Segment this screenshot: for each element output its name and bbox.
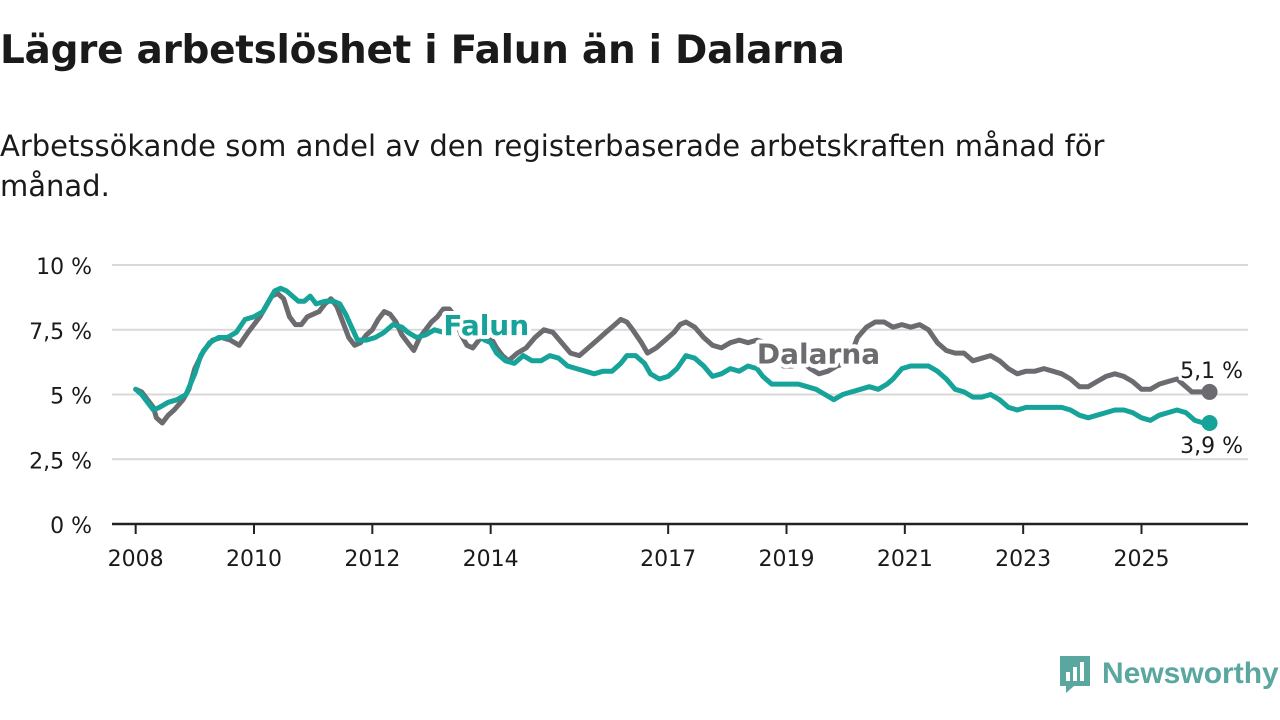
x-tick-label: 2012 — [344, 547, 400, 572]
end-value-label-dalarna: 5,1 % — [1180, 359, 1243, 384]
series-labels: Dalarna Falun 5,1 % 3,9 % — [439, 305, 1246, 462]
series-lines — [133, 285, 1218, 431]
series-line-dalarna — [133, 291, 1212, 426]
chart-subtitle: Arbetssökande som andel av den registerb… — [0, 129, 1105, 203]
grid-lines — [112, 264, 1248, 461]
y-tick-label: 5 % — [50, 385, 92, 410]
series-label-falun: Falun — [443, 309, 529, 342]
y-tick-label: 2,5 % — [29, 449, 92, 474]
x-tick-label: 2014 — [463, 547, 519, 572]
x-tick-label: 2010 — [226, 547, 282, 572]
y-tick-label: 0 % — [50, 514, 92, 539]
series-endpoint-dalarna — [1201, 383, 1218, 400]
series-line-falun — [133, 285, 1212, 426]
chart-title: Lägre arbetslöshet i Falun än i Dalarna — [0, 28, 845, 73]
end-value-label-falun: 3,9 % — [1180, 434, 1243, 459]
x-tick-label: 2021 — [877, 547, 933, 572]
y-tick-label: 10 % — [36, 255, 92, 280]
x-tick-label: 2025 — [1114, 547, 1170, 572]
x-tick-label: 2019 — [759, 547, 815, 572]
y-axis-ticks: 0 % 2,5 % 5 % 7,5 % 10 % — [29, 255, 92, 539]
y-tick-label: 7,5 % — [29, 320, 92, 345]
x-axis-ticks: 2008 2010 2012 2014 2017 2019 2021 2023 2025 — [108, 522, 1248, 572]
brand-name: Newsworthy — [1102, 657, 1279, 690]
x-tick-label: 2023 — [995, 547, 1051, 572]
series-label-dalarna: Dalarna — [757, 337, 880, 370]
x-tick-label: 2008 — [108, 547, 164, 572]
series-endpoint-falun — [1201, 414, 1218, 431]
newsworthy-logo-icon — [1060, 656, 1090, 693]
brand: Newsworthy — [1058, 652, 1279, 696]
x-tick-label: 2017 — [640, 547, 696, 572]
